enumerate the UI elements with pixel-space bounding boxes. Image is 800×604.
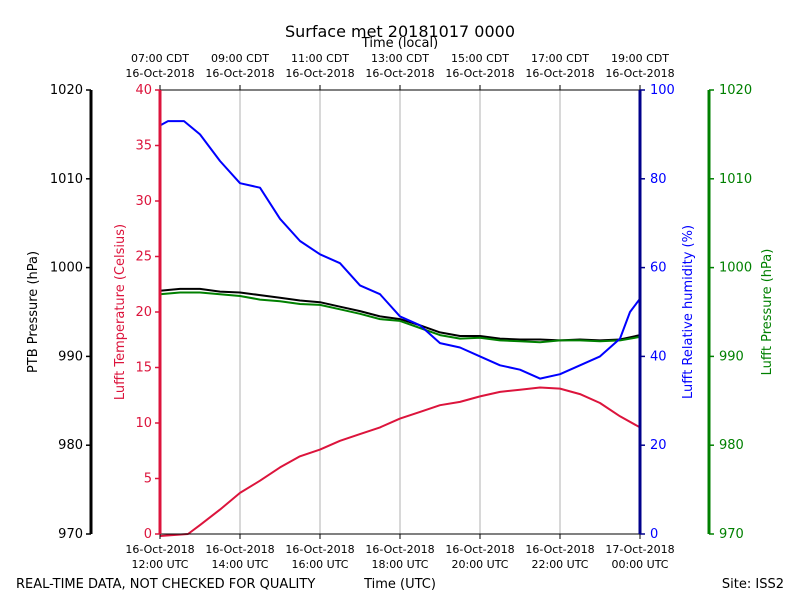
top-tick-label-time: 11:00 CDT [291,52,349,65]
footer-site: Site: ISS2 [722,577,784,592]
top-tick-label-date: 16-Oct-2018 [445,67,514,80]
x-tick-label-time: 18:00 UTC [371,558,428,571]
axes-ticks: 16-Oct-2018 12:00 UTC 07:00 CDT 16-Oct-2018… [50,52,752,571]
top-tick-label-date: 16-Oct-2018 [205,67,274,80]
temperature-tick-label: 30 [135,194,152,209]
top-tick-label-date: 16-Oct-2018 [605,67,674,80]
x-tick-label-date: 16-Oct-2018 [525,543,594,556]
lufft-pressure-axis-label: Lufft Pressure (hPa) [760,249,775,376]
grid [239,90,561,534]
series-group [159,120,641,537]
ptb-pressure-tick-label: 970 [58,527,83,542]
temperature-axis-label: Lufft Temperature (Celsius) [113,224,128,400]
temperature-tick-label: 0 [144,527,152,542]
x-tick-label-date: 16-Oct-2018 [125,543,194,556]
ptb-pressure-tick-label: 990 [58,349,83,364]
x-tick-label-date: 16-Oct-2018 [285,543,354,556]
humidity-tick-label: 80 [650,172,667,187]
temperature-tick-label: 5 [144,472,152,487]
footer-quality-note: REAL-TIME DATA, NOT CHECKED FOR QUALITY [16,577,315,592]
humidity-tick-label: 40 [650,349,667,364]
x-tick-label-time: 22:00 UTC [531,558,588,571]
ptb-pressure-axis-label: PTB Pressure (hPa) [26,251,41,373]
lufft-pressure-tick-label: 1020 [719,83,752,98]
x-tick-label-date: 17-Oct-2018 [605,543,674,556]
top-tick-label-time: 09:00 CDT [211,52,269,65]
humidity-line [159,120,641,380]
humidity-axis-label: Lufft Relative humidity (%) [681,225,696,399]
x-tick-label-date: 16-Oct-2018 [205,543,274,556]
lufft-pressure-tick-label: 1010 [719,172,752,187]
x-tick-label-time: 14:00 UTC [211,558,268,571]
temperature-tick-label: 25 [135,250,152,265]
x-tick-label-date: 16-Oct-2018 [365,543,434,556]
x-tick-label-time: 12:00 UTC [131,558,188,571]
lufft-pressure-tick-label: 980 [719,438,744,453]
lufft-pressure-tick-label: 1000 [719,261,752,276]
temperature-tick-label: 10 [135,416,152,431]
top-tick-label-time: 07:00 CDT [131,52,189,65]
ptb-pressure-tick-label: 980 [58,438,83,453]
x-tick-label-time: 00:00 UTC [611,558,668,571]
ptb-pressure-tick-label: 1010 [50,172,83,187]
humidity-tick-label: 100 [650,83,675,98]
x-tick-label-time: 20:00 UTC [451,558,508,571]
top-tick-label-time: 13:00 CDT [371,52,429,65]
lufft-pressure-line [159,291,641,344]
x-tick-label-time: 16:00 UTC [291,558,348,571]
humidity-tick-label: 0 [650,527,658,542]
ptb-pressure-tick-label: 1020 [50,83,83,98]
x-tick-label-date: 16-Oct-2018 [445,543,514,556]
top-tick-label-time: 15:00 CDT [451,52,509,65]
humidity-tick-label: 20 [650,438,667,453]
top-axis-label: Time (local) [361,36,438,51]
top-tick-label-date: 16-Oct-2018 [285,67,354,80]
temperature-line [159,386,641,537]
temperature-tick-label: 15 [135,361,152,376]
top-tick-label-time: 19:00 CDT [611,52,669,65]
temperature-tick-label: 35 [135,139,152,154]
top-tick-label-date: 16-Oct-2018 [365,67,434,80]
lufft-pressure-tick-label: 970 [719,527,744,542]
humidity-tick-label: 60 [650,261,667,276]
lufft-pressure-tick-label: 990 [719,349,744,364]
ptb-pressure-tick-label: 1000 [50,261,83,276]
temperature-tick-label: 20 [135,305,152,320]
top-tick-label-date: 16-Oct-2018 [125,67,194,80]
top-tick-label-time: 17:00 CDT [531,52,589,65]
temperature-tick-label: 40 [135,83,152,98]
top-tick-label-date: 16-Oct-2018 [525,67,594,80]
chart-title: Surface met 20181017 0000 [285,22,515,41]
x-axis-label: Time (UTC) [363,577,436,592]
